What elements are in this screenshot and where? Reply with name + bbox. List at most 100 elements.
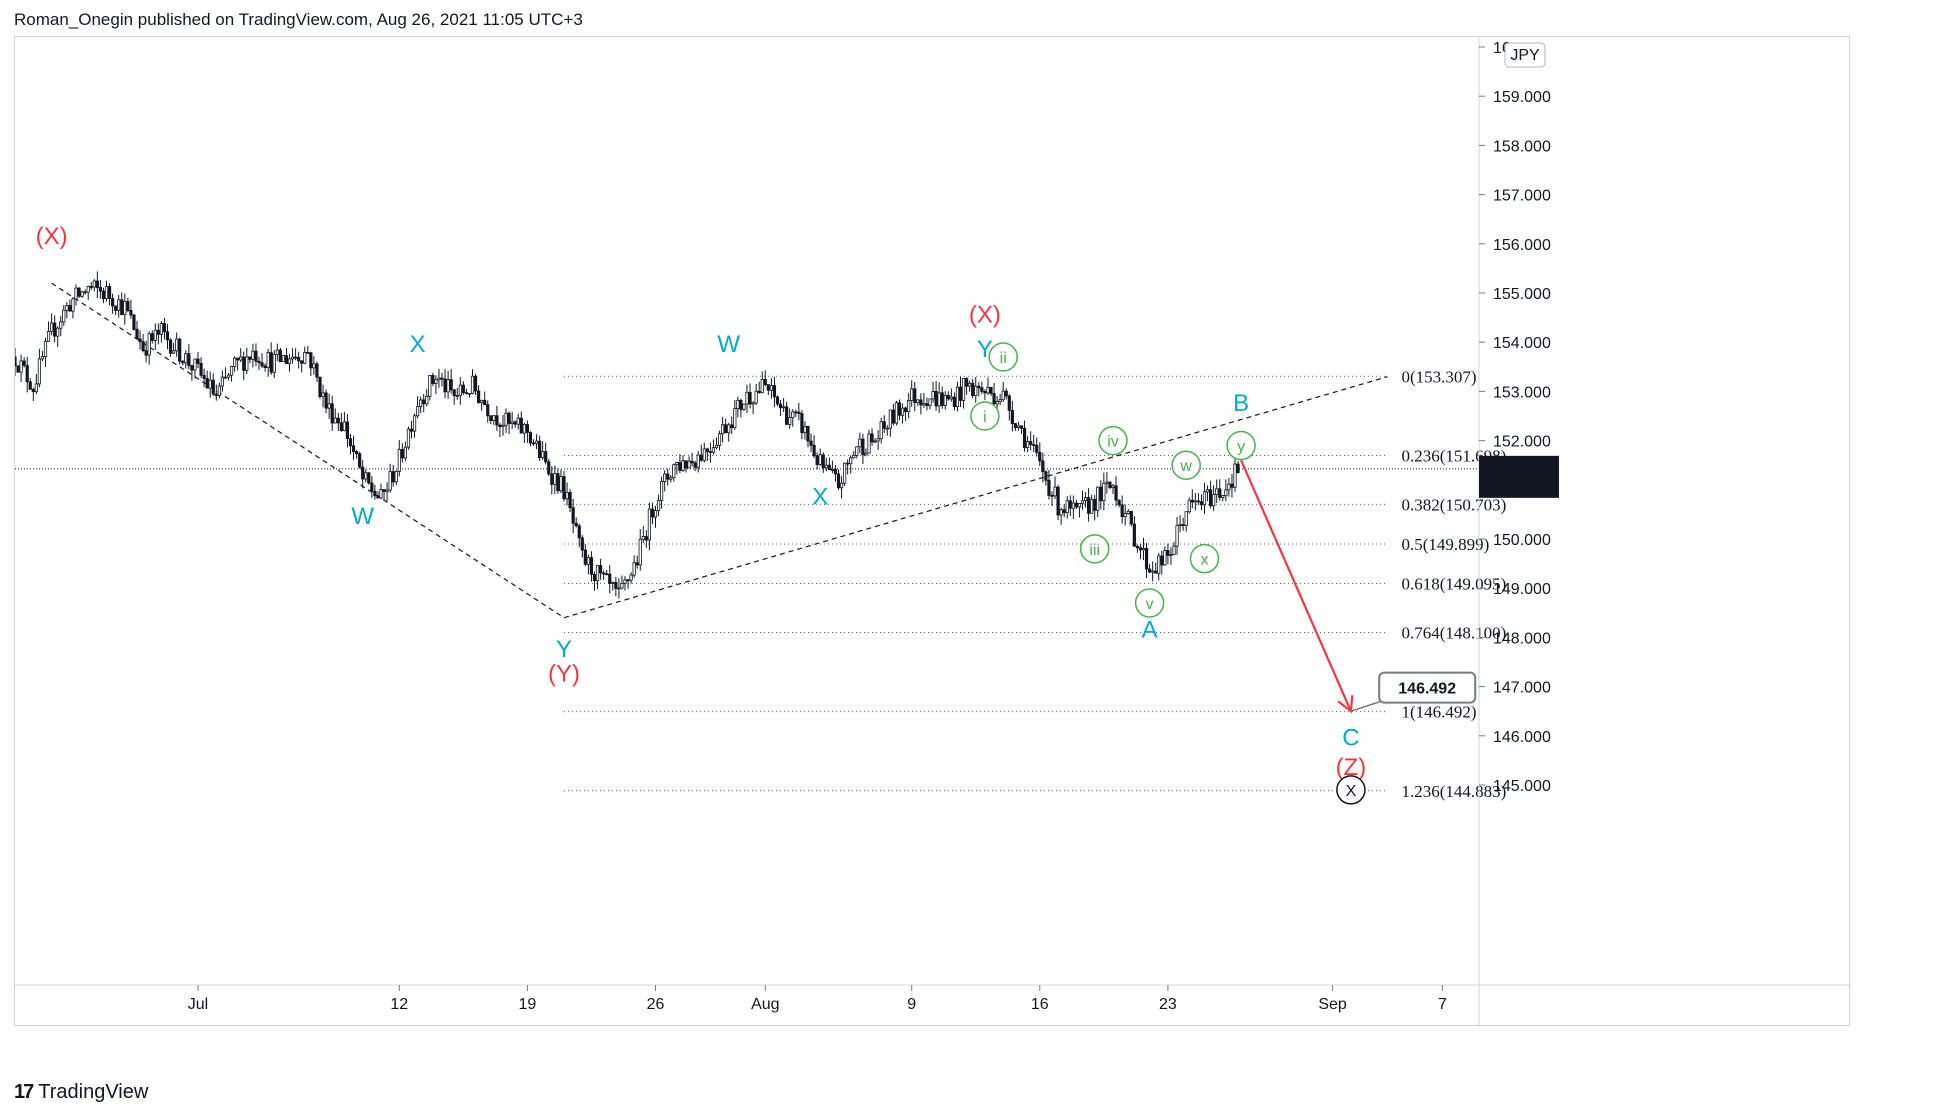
candle-body: [437, 377, 441, 381]
candle-body: [943, 394, 947, 406]
candle-body: [745, 391, 749, 405]
candle-body: [632, 562, 636, 576]
target-callout-pointer: [1350, 699, 1384, 712]
candle-body: [312, 363, 316, 369]
candle-body: [666, 473, 670, 480]
candle-body: [522, 424, 526, 434]
candle-body: [388, 471, 392, 491]
candle-body: [925, 403, 929, 406]
candle-body: [641, 536, 645, 540]
candle-body: [83, 291, 87, 294]
candle-body: [376, 495, 380, 499]
candle-body: [672, 464, 676, 479]
candle-body: [254, 350, 258, 362]
candle-body: [864, 452, 868, 456]
candle-body: [419, 399, 423, 407]
circled-wave-label: w: [1179, 458, 1192, 475]
candle-body: [220, 376, 224, 387]
candle-body: [59, 321, 63, 329]
candle-body: [660, 481, 664, 501]
candle-body: [891, 409, 896, 424]
candle-body: [120, 299, 124, 316]
trendline: [51, 282, 565, 619]
candle-body: [614, 581, 618, 589]
candle-body: [1193, 500, 1197, 503]
candle-body: [1205, 489, 1210, 493]
candle-body: [28, 381, 32, 390]
candle-body: [647, 508, 652, 541]
candle-body: [318, 376, 322, 397]
candle-body: [1151, 570, 1155, 573]
candle-body: [260, 362, 264, 367]
candle-body: [1169, 554, 1173, 557]
candle-body: [605, 573, 609, 576]
candle-body: [1029, 441, 1033, 445]
candle-body: [721, 424, 725, 435]
candle-body: [1126, 510, 1130, 514]
candle-body: [284, 355, 289, 365]
candle-body: [882, 421, 886, 429]
candle-body: [766, 384, 770, 391]
candle-body: [907, 400, 911, 412]
candle-body: [504, 412, 508, 426]
candle-body: [934, 391, 938, 407]
candle-body: [556, 473, 560, 492]
candle-body: [1050, 494, 1054, 497]
price-chart[interactable]: 0(153.307)0.236(151.698)0.382(150.703)0.…: [15, 37, 1851, 1027]
candle-body: [577, 525, 581, 539]
candle-body: [464, 392, 469, 395]
candle-body: [406, 428, 411, 448]
candles: [15, 271, 1240, 599]
candle-body: [382, 489, 386, 492]
candle-body: [415, 406, 420, 417]
candle-body: [342, 421, 347, 431]
candle-body: [986, 386, 990, 394]
candle-body: [833, 468, 838, 475]
candle-body: [293, 356, 298, 359]
candle-body: [687, 460, 691, 469]
chart-frame[interactable]: 0(153.307) 0.236(151.698) 0.382(150.703) 0.…: [14, 36, 1851, 1027]
candle-body: [1016, 425, 1021, 428]
candle-body: [1154, 570, 1158, 574]
candle-body: [257, 360, 261, 364]
candle-body: [290, 356, 295, 360]
candle-body: [1199, 501, 1204, 506]
candle-body: [644, 536, 648, 541]
candle-body: [1087, 497, 1091, 514]
candle-body: [232, 357, 237, 367]
candle-body: [858, 438, 862, 448]
candle-body: [141, 341, 145, 352]
candle-body: [62, 309, 66, 323]
circled-wave-marker: [1226, 430, 1256, 461]
candle-body: [37, 358, 42, 385]
circled-wave-marker: [970, 401, 1000, 431]
price-tick-label: 159.000: [1493, 89, 1551, 106]
candle-body: [974, 385, 978, 396]
candle-body: [336, 417, 340, 424]
candle-body: [428, 375, 432, 397]
candle-body: [422, 399, 426, 405]
candle-body: [1013, 423, 1018, 428]
candle-body: [1144, 548, 1149, 570]
candle-body: [849, 457, 853, 465]
price-tick-label: 146.000: [1493, 729, 1551, 746]
candle-body: [43, 340, 48, 357]
candle-body: [812, 444, 816, 457]
tradingview-brand[interactable]: 17 TradingView: [14, 1081, 148, 1104]
candle-body: [678, 462, 682, 471]
candle-body: [263, 365, 267, 368]
candle-body: [775, 396, 780, 405]
candle-body: [1129, 510, 1133, 525]
candle-body: [714, 444, 719, 449]
candle-body: [656, 499, 661, 512]
candle-body: [855, 446, 859, 456]
candle-body: [34, 383, 38, 393]
candle-body: [19, 360, 23, 373]
candle-body: [803, 425, 807, 434]
candle-body: [327, 403, 331, 409]
wave-label: X: [812, 484, 828, 511]
candle-body: [409, 428, 414, 432]
candle-body: [165, 331, 170, 341]
candle-body: [538, 440, 542, 459]
candle-body: [992, 393, 996, 405]
